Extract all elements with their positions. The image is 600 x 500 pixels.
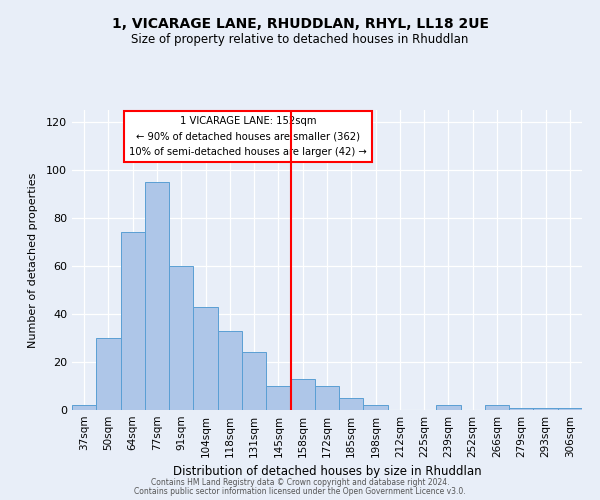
X-axis label: Distribution of detached houses by size in Rhuddlan: Distribution of detached houses by size … — [173, 466, 481, 478]
Bar — [193, 307, 218, 410]
Text: 1, VICARAGE LANE, RHUDDLAN, RHYL, LL18 2UE: 1, VICARAGE LANE, RHUDDLAN, RHYL, LL18 2… — [112, 18, 488, 32]
Bar — [121, 232, 145, 410]
Bar — [72, 405, 96, 410]
Bar — [145, 182, 169, 410]
Y-axis label: Number of detached properties: Number of detached properties — [28, 172, 38, 348]
Bar — [290, 379, 315, 410]
Bar — [218, 331, 242, 410]
Bar — [169, 266, 193, 410]
Bar — [266, 386, 290, 410]
Bar — [485, 405, 509, 410]
Bar — [242, 352, 266, 410]
Bar — [339, 398, 364, 410]
Bar — [533, 408, 558, 410]
Bar — [315, 386, 339, 410]
Bar — [436, 405, 461, 410]
Bar — [96, 338, 121, 410]
Bar — [509, 408, 533, 410]
Bar — [558, 408, 582, 410]
Text: 1 VICARAGE LANE: 152sqm
← 90% of detached houses are smaller (362)
10% of semi-d: 1 VICARAGE LANE: 152sqm ← 90% of detache… — [129, 116, 367, 157]
Bar — [364, 405, 388, 410]
Text: Size of property relative to detached houses in Rhuddlan: Size of property relative to detached ho… — [131, 32, 469, 46]
Text: Contains public sector information licensed under the Open Government Licence v3: Contains public sector information licen… — [134, 486, 466, 496]
Text: Contains HM Land Registry data © Crown copyright and database right 2024.: Contains HM Land Registry data © Crown c… — [151, 478, 449, 487]
